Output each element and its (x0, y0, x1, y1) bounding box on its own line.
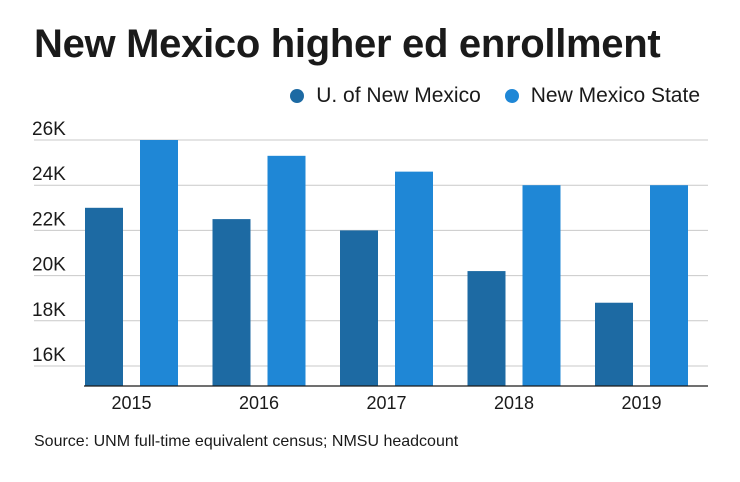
legend-label-nmsu: New Mexico State (530, 84, 700, 107)
x-tick-label: 2017 (366, 393, 406, 413)
bar-nmsu-2015 (140, 140, 178, 386)
bar-nmsu-2018 (522, 185, 561, 386)
bar-nmsu-2016 (267, 155, 306, 386)
bar-unm-2019 (595, 302, 633, 386)
x-tick-label: 2018 (494, 393, 534, 413)
y-tick-label: 26K (32, 119, 66, 140)
bar-unm-2016 (212, 219, 251, 386)
legend: U. of New Mexico New Mexico State (266, 84, 700, 108)
bar-unm-2015 (85, 207, 123, 386)
legend-swatch-unm (290, 89, 305, 103)
chart-title: New Mexico higher ed enrollment (34, 22, 661, 66)
y-tick-label: 20K (32, 255, 66, 276)
y-tick-label: 18K (32, 300, 66, 321)
x-tick-label: 2016 (239, 393, 279, 413)
bar-nmsu-2019 (650, 185, 688, 386)
legend-item-unm: U. of New Mexico (290, 84, 481, 108)
bar-unm-2017 (340, 230, 378, 386)
y-tick-label: 16K (32, 345, 66, 366)
bar-nmsu-2017 (395, 171, 433, 386)
source-note: Source: UNM full-time equivalent census;… (34, 433, 459, 450)
legend-item-nmsu: New Mexico State (504, 84, 700, 108)
y-tick-label: 22K (32, 209, 66, 230)
x-tick-label: 2015 (111, 393, 151, 413)
legend-swatch-nmsu (504, 89, 519, 103)
y-tick-label: 24K (32, 164, 66, 185)
bar-unm-2018 (467, 271, 506, 386)
legend-label-unm: U. of New Mexico (316, 84, 481, 107)
x-tick-label: 2019 (621, 393, 661, 413)
